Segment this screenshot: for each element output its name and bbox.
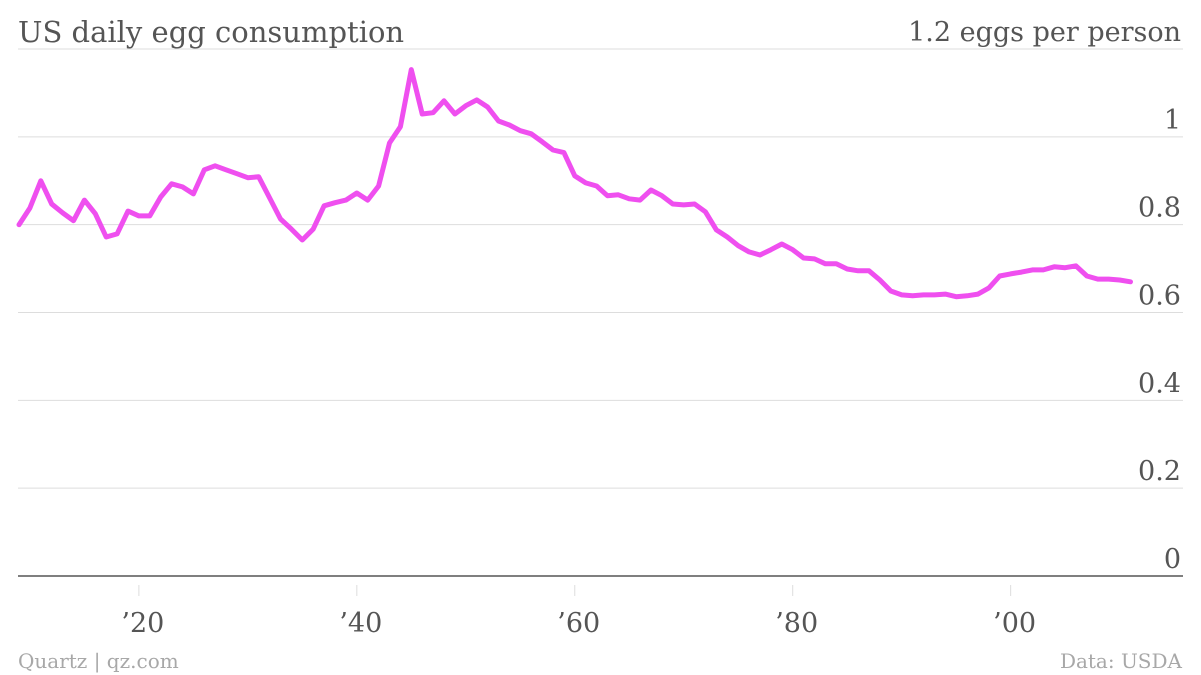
x-tick-label: ’00	[993, 608, 1036, 639]
data-line	[16, 67, 1133, 300]
x-tick-label: ’60	[557, 608, 600, 639]
y-tick-label: 0.2	[1138, 456, 1181, 487]
x-tick-label: ’40	[339, 608, 382, 639]
x-tick-label: ’80	[775, 608, 818, 639]
y-tick-label: 0	[1164, 544, 1181, 575]
source: Data: USDA	[1060, 649, 1183, 673]
y-tick-label: 0.6	[1138, 281, 1181, 312]
y-tick-label: 0.8	[1138, 193, 1181, 224]
credit: Quartz | qz.com	[18, 649, 179, 674]
chart-title: US daily egg consumption	[18, 15, 404, 49]
y-tick-label: 1.2 eggs per person	[908, 17, 1181, 48]
y-tick-label: 0.4	[1138, 368, 1181, 399]
x-tick-label: ’20	[121, 608, 164, 639]
y-tick-label: 1	[1164, 105, 1181, 136]
